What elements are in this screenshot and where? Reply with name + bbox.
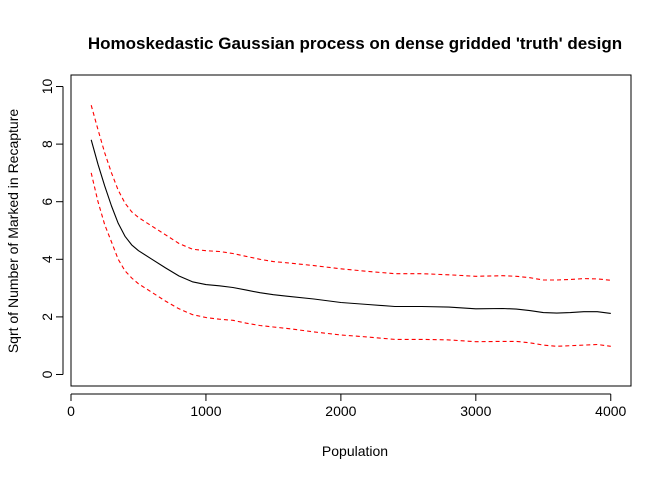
y-tick-label: 8 bbox=[39, 140, 55, 148]
y-tick-label: 6 bbox=[39, 198, 55, 206]
plot-area-frame bbox=[70, 74, 632, 387]
x-tick-label: 3000 bbox=[460, 403, 491, 419]
lower-band-line bbox=[90, 172, 611, 347]
series-layer bbox=[90, 105, 611, 347]
chart-title: Homoskedastic Gaussian process on dense … bbox=[88, 34, 622, 53]
y-tick-label: 10 bbox=[39, 79, 55, 95]
mean-line bbox=[90, 139, 611, 314]
y-tick-label: 0 bbox=[39, 370, 55, 378]
upper-band-line bbox=[90, 105, 611, 281]
x-tick-label: 2000 bbox=[325, 403, 356, 419]
x-tick-label: 1000 bbox=[190, 403, 221, 419]
x-axis-label: Population bbox=[322, 443, 388, 459]
x-axis: 0 1000 2000 3000 4000 bbox=[67, 393, 627, 419]
x-tick-label: 4000 bbox=[595, 403, 626, 419]
y-axis-label: Sqrt of Number of Marked in Recapture bbox=[5, 109, 21, 354]
y-tick-label: 2 bbox=[39, 313, 55, 321]
y-axis: 0 2 4 6 8 10 bbox=[39, 79, 64, 378]
x-tick-label: 0 bbox=[67, 403, 75, 419]
y-tick-label: 4 bbox=[39, 255, 55, 263]
